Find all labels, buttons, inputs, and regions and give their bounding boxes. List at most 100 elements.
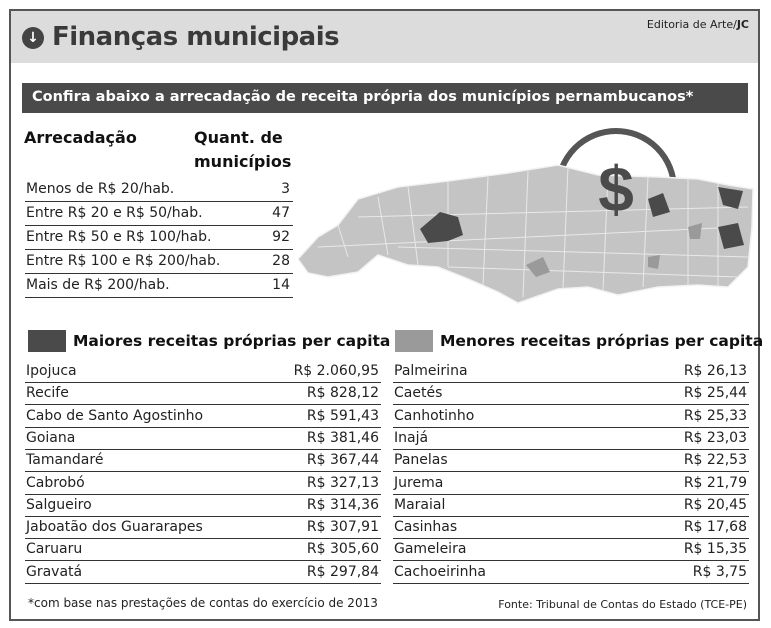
maiores-row: Goiana R$ 381,46: [25, 427, 381, 450]
menores-label: Cachoeirinha: [394, 563, 486, 580]
maiores-label: Caruaru: [26, 541, 83, 558]
maiores-value: R$ 327,13: [306, 474, 379, 491]
arrecadacao-row: Entre R$ 50 e R$ 100/hab. 92: [25, 226, 293, 250]
maiores-value: R$ 591,43: [306, 407, 379, 424]
maiores-label: Gravatá: [26, 563, 83, 580]
menores-value: R$ 20,45: [683, 496, 747, 513]
menores-value: R$ 25,33: [683, 407, 747, 424]
footnote: *com base nas prestações de contas do ex…: [28, 596, 378, 610]
maiores-row: Caruaru R$ 305,60: [25, 538, 381, 562]
maiores-title: Maiores receitas próprias per capita: [73, 332, 391, 350]
lower-region-2: [688, 223, 702, 239]
pernambuco-map: $: [298, 128, 754, 304]
maiores-label: Goiana: [26, 429, 76, 446]
menores-label: Inajá: [394, 429, 429, 446]
maiores-legend-swatch: [28, 330, 66, 352]
maiores-value: R$ 297,84: [306, 563, 379, 580]
quantidade-header-line1: Quant. de: [194, 128, 283, 147]
intro-banner: Confira abaixo a arrecadação de receita …: [22, 83, 748, 113]
menores-label: Maraial: [394, 496, 446, 513]
menores-row: Casinhas R$ 17,68: [393, 516, 749, 540]
credit-bold: JC: [736, 18, 749, 31]
menores-value: R$ 25,44: [683, 385, 747, 402]
dollar-sign-icon: $: [598, 153, 634, 225]
arrecadacao-label: Menos de R$ 20/hab.: [26, 181, 175, 197]
menores-title: Menores receitas próprias per capita: [440, 332, 764, 350]
arrecadacao-value: 47: [272, 205, 290, 221]
menores-value: R$ 23,03: [683, 429, 747, 446]
menores-label: Jurema: [394, 474, 444, 491]
cabrobo-region: [420, 212, 463, 243]
menores-row: Cachoeirinha R$ 3,75: [393, 561, 749, 584]
menores-row: Caetés R$ 25,44: [393, 382, 749, 406]
maiores-row: Cabrobó R$ 327,13: [25, 472, 381, 495]
arrecadacao-row: Menos de R$ 20/hab. 3: [25, 178, 293, 202]
maiores-row: Tamandaré R$ 367,44: [25, 449, 381, 473]
maiores-label: Tamandaré: [26, 452, 104, 469]
menores-label: Canhotinho: [394, 407, 475, 424]
menores-value: R$ 15,35: [683, 541, 747, 558]
arrecadacao-label: Mais de R$ 200/hab.: [26, 277, 170, 293]
arrecadacao-label: Entre R$ 100 e R$ 200/hab.: [26, 253, 221, 269]
maiores-label: Cabo de Santo Agostinho: [26, 407, 204, 424]
menores-label: Panelas: [394, 452, 448, 469]
arrecadacao-label: Entre R$ 50 e R$ 100/hab.: [26, 229, 212, 245]
menores-row: Inajá R$ 23,03: [393, 427, 749, 450]
menores-row: Gameleira R$ 15,35: [393, 538, 749, 562]
menores-row: Palmeirina R$ 26,13: [393, 360, 749, 383]
arrecadacao-row: Mais de R$ 200/hab. 14: [25, 274, 293, 298]
maiores-label: Salgueiro: [26, 496, 92, 513]
header-bar: [11, 11, 758, 63]
municipality-lines: [317, 166, 749, 298]
menores-row: Panelas R$ 22,53: [393, 449, 749, 473]
arrecadacao-value: 28: [272, 253, 290, 269]
maiores-value: R$ 367,44: [306, 452, 379, 469]
credit-prefix: Editoria de Arte/: [646, 18, 737, 31]
menores-row: Maraial R$ 20,45: [393, 494, 749, 517]
maiores-value: R$ 381,46: [306, 429, 379, 446]
menores-label: Palmeirina: [394, 363, 468, 379]
arrecadacao-header: Arrecadação: [24, 128, 137, 147]
menores-value: R$ 17,68: [683, 519, 747, 536]
maiores-value: R$ 305,60: [306, 541, 379, 558]
maiores-value: R$ 828,12: [306, 385, 379, 402]
source: Fonte: Tribunal de Contas do Estado (TCE…: [498, 598, 747, 611]
arrecadacao-row: Entre R$ 100 e R$ 200/hab. 28: [25, 250, 293, 274]
maiores-value: R$ 314,36: [306, 496, 379, 513]
menores-row: Canhotinho R$ 25,33: [393, 405, 749, 428]
maiores-row: Recife R$ 828,12: [25, 382, 381, 406]
maiores-value: R$ 2.060,95: [293, 363, 379, 379]
quantidade-header-line2: municípios: [194, 152, 292, 171]
down-arrow-circle-icon: ↓: [22, 27, 44, 49]
maiores-label: Cabrobó: [26, 474, 85, 491]
goiana-region: [718, 187, 743, 209]
menores-label: Casinhas: [394, 519, 458, 536]
menores-row: Jurema R$ 21,79: [393, 472, 749, 495]
menores-value: R$ 22,53: [683, 452, 747, 469]
maiores-label: Recife: [26, 385, 69, 402]
recife-region: [718, 223, 744, 249]
maiores-value: R$ 307,91: [306, 519, 379, 536]
menores-value: R$ 3,75: [692, 563, 747, 580]
maiores-row: Salgueiro R$ 314,36: [25, 494, 381, 517]
maiores-row: Gravatá R$ 297,84: [25, 561, 381, 584]
lower-region-1: [648, 255, 660, 269]
maiores-label: Jaboatão dos Guararapes: [26, 519, 203, 536]
menores-value: R$ 21,79: [683, 474, 747, 491]
intro-banner-text: Confira abaixo a arrecadação de receita …: [32, 89, 694, 105]
arrecadacao-label: Entre R$ 20 e R$ 50/hab.: [26, 205, 203, 221]
credit: Editoria de Arte/JC: [647, 18, 749, 31]
arrecadacao-value: 92: [272, 229, 290, 245]
menores-legend-swatch: [395, 330, 433, 352]
inaja-region: [526, 257, 550, 277]
page-title: Finanças municipais: [52, 22, 340, 52]
arrecadacao-value: 3: [281, 181, 290, 197]
maiores-label: Ipojuca: [26, 363, 77, 379]
caruaru-region: [648, 193, 670, 217]
arrecadacao-row: Entre R$ 20 e R$ 50/hab. 47: [25, 202, 293, 226]
menores-value: R$ 26,13: [683, 363, 747, 379]
arrecadacao-value: 14: [272, 277, 290, 293]
menores-label: Gameleira: [394, 541, 467, 558]
maiores-row: Jaboatão dos Guararapes R$ 307,91: [25, 516, 381, 540]
menores-label: Caetés: [394, 385, 443, 402]
